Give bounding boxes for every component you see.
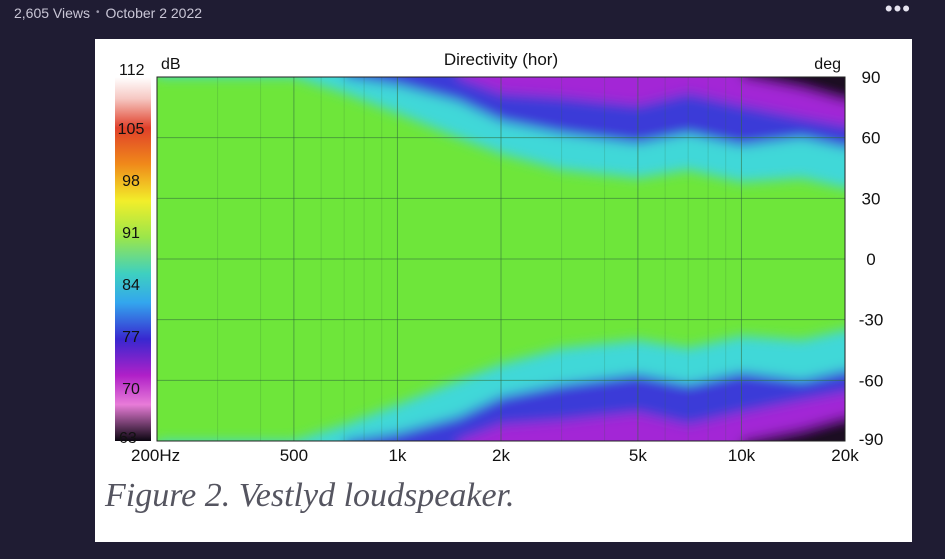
y-axis-unit-label: deg: [814, 56, 841, 73]
y-tick-label: 60: [862, 129, 881, 148]
y-tick-label: -60: [859, 371, 884, 390]
colorbar-tick-label: 84: [122, 277, 140, 294]
x-tick-label: 2k: [492, 446, 510, 465]
y-tick-label: 30: [862, 189, 881, 208]
heatmap-contour-upper: [458, 77, 845, 126]
directivity-chart: 112 105 98 91 84 77 70 63 Directivity (hor) dB de…: [104, 50, 884, 514]
colorbar-tick-label: 98: [122, 173, 140, 190]
y-tick-label: 90: [862, 68, 881, 87]
post-date: October 2 2022: [105, 5, 203, 21]
more-horizontal-icon[interactable]: •••: [884, 0, 911, 21]
colorbar-tick-label: 91: [122, 225, 140, 242]
colorbar: 112 105 98 91 84 77 70 63: [115, 62, 151, 447]
view-count: 2,605 Views: [14, 5, 91, 21]
plot-frame: [156, 76, 846, 442]
heatmap-contour-lower: [741, 416, 845, 441]
colorbar-tick-label: 77: [122, 329, 140, 346]
colorbar-tick-label: 70: [122, 381, 140, 398]
figure-caption: Figure 2. Vestlyd loudspeaker.: [104, 477, 515, 514]
heatmap-contour-upper: [741, 77, 845, 102]
x-tick-label: 20k: [831, 446, 859, 465]
y-tick-label: -90: [859, 430, 884, 449]
x-tick-label: 500: [280, 446, 308, 465]
x-tick-label: 200Hz: [131, 446, 180, 465]
colorbar-unit-label: dB: [161, 56, 181, 73]
y-tick-label: -30: [859, 311, 884, 330]
x-tick-label: 5k: [629, 446, 647, 465]
colorbar-gradient: [115, 77, 151, 441]
colorbar-tick-label: 63: [119, 430, 137, 447]
meta-separator: •: [96, 7, 100, 18]
post-image: 112 105 98 91 84 77 70 63 Directivity (hor) dB de…: [95, 39, 912, 542]
x-tick-label: 10k: [728, 446, 756, 465]
colorbar-tick-label: 112: [119, 62, 145, 79]
post-meta: 2,605 Views • October 2 2022: [14, 4, 202, 22]
chart-title: Directivity (hor): [444, 50, 558, 69]
plot-area: [156, 76, 846, 442]
x-tick-label: 1k: [388, 446, 406, 465]
heatmap-contour-lower: [458, 392, 845, 441]
colorbar-tick-label: 105: [118, 121, 145, 138]
y-tick-label: 0: [866, 250, 875, 269]
